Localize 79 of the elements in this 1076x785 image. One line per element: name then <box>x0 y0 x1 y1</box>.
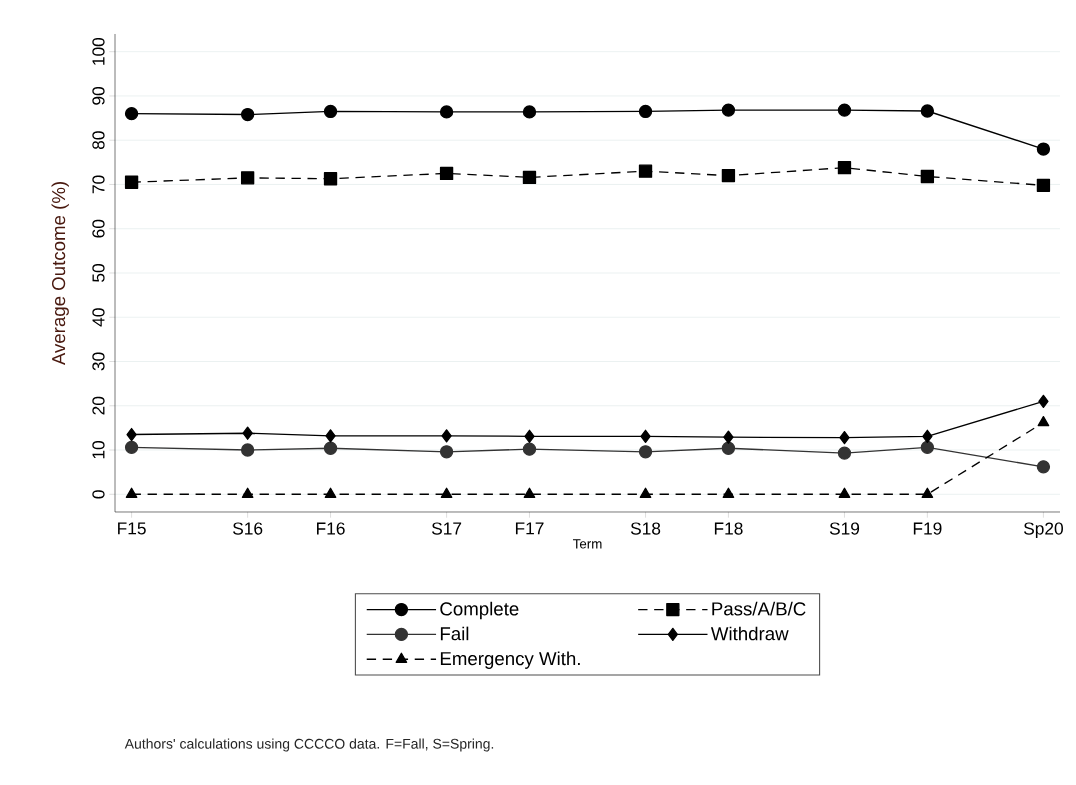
point <box>524 429 535 443</box>
point <box>920 440 935 455</box>
point <box>639 487 652 498</box>
point <box>837 446 852 460</box>
y-tick-label: 10 <box>92 441 105 459</box>
point <box>1036 178 1051 193</box>
y-tick-label: 70 <box>92 175 105 194</box>
point <box>638 164 653 178</box>
y-tick-label: 50 <box>92 264 105 282</box>
x-tick-label: F17 <box>515 522 544 535</box>
point <box>838 487 851 498</box>
x-tick-label: F18 <box>714 522 743 535</box>
text: Authors' calculations using CCCCO data. F=Fall, S=Spring. <box>124 738 494 752</box>
x-tick-label: Sp20 <box>1023 522 1063 539</box>
point <box>124 106 139 121</box>
point <box>837 103 852 117</box>
point <box>1036 460 1051 474</box>
y-tick-label: 80 <box>92 131 105 150</box>
point <box>439 445 454 459</box>
x-axis-title: Term <box>572 539 602 549</box>
point <box>837 160 852 175</box>
legend-label: Fail <box>440 626 469 641</box>
point <box>640 429 651 443</box>
point <box>323 441 338 455</box>
legend-label: Complete <box>440 601 519 620</box>
point <box>323 104 338 119</box>
point <box>921 487 934 498</box>
x-tick-label: S16 <box>233 522 263 535</box>
point <box>240 107 255 122</box>
point <box>440 487 453 498</box>
y-tick-label: 30 <box>92 352 105 371</box>
point <box>124 175 139 189</box>
point <box>522 105 537 119</box>
y-tick-label: 100 <box>92 37 105 65</box>
x-tick-label: F19 <box>913 522 942 535</box>
point <box>124 440 139 455</box>
y-axis-title: Average Outcome (%) <box>51 182 69 366</box>
point <box>323 172 338 186</box>
point <box>324 487 337 498</box>
point <box>242 426 253 440</box>
point <box>721 441 736 455</box>
point <box>922 429 933 443</box>
point <box>723 430 734 444</box>
y-tick-label: 0 <box>92 490 105 499</box>
point <box>920 169 935 184</box>
legend-label: Withdraw <box>710 626 789 641</box>
point <box>240 443 255 457</box>
point <box>721 168 736 183</box>
point <box>1036 142 1051 156</box>
legend-label: Pass/A/B/C <box>712 601 806 616</box>
point <box>126 427 137 442</box>
x-tick-label: S19 <box>829 522 860 535</box>
point <box>1038 394 1049 409</box>
point <box>722 487 735 498</box>
point <box>638 104 653 119</box>
point <box>522 442 537 456</box>
point <box>439 166 454 181</box>
point <box>125 487 138 498</box>
point <box>325 429 336 443</box>
point <box>240 171 255 185</box>
point <box>638 445 653 459</box>
y-tick-label: 90 <box>92 86 105 105</box>
x-tick-label: F15 <box>118 522 146 535</box>
legend-label: Emergency With. <box>440 651 580 669</box>
y-tick-label: 20 <box>92 396 105 415</box>
point <box>920 104 935 118</box>
x-tick-label: S18 <box>630 522 661 535</box>
point <box>721 103 736 117</box>
point <box>241 487 254 498</box>
x-tick-label: F16 <box>317 522 345 535</box>
point <box>839 430 850 445</box>
point <box>1037 415 1050 427</box>
y-tick-label: 60 <box>92 219 105 238</box>
point <box>522 170 537 185</box>
point <box>439 105 454 119</box>
y-tick-label: 40 <box>92 308 105 327</box>
x-tick-label: S17 <box>431 522 462 535</box>
point <box>523 487 536 498</box>
point <box>441 429 452 443</box>
